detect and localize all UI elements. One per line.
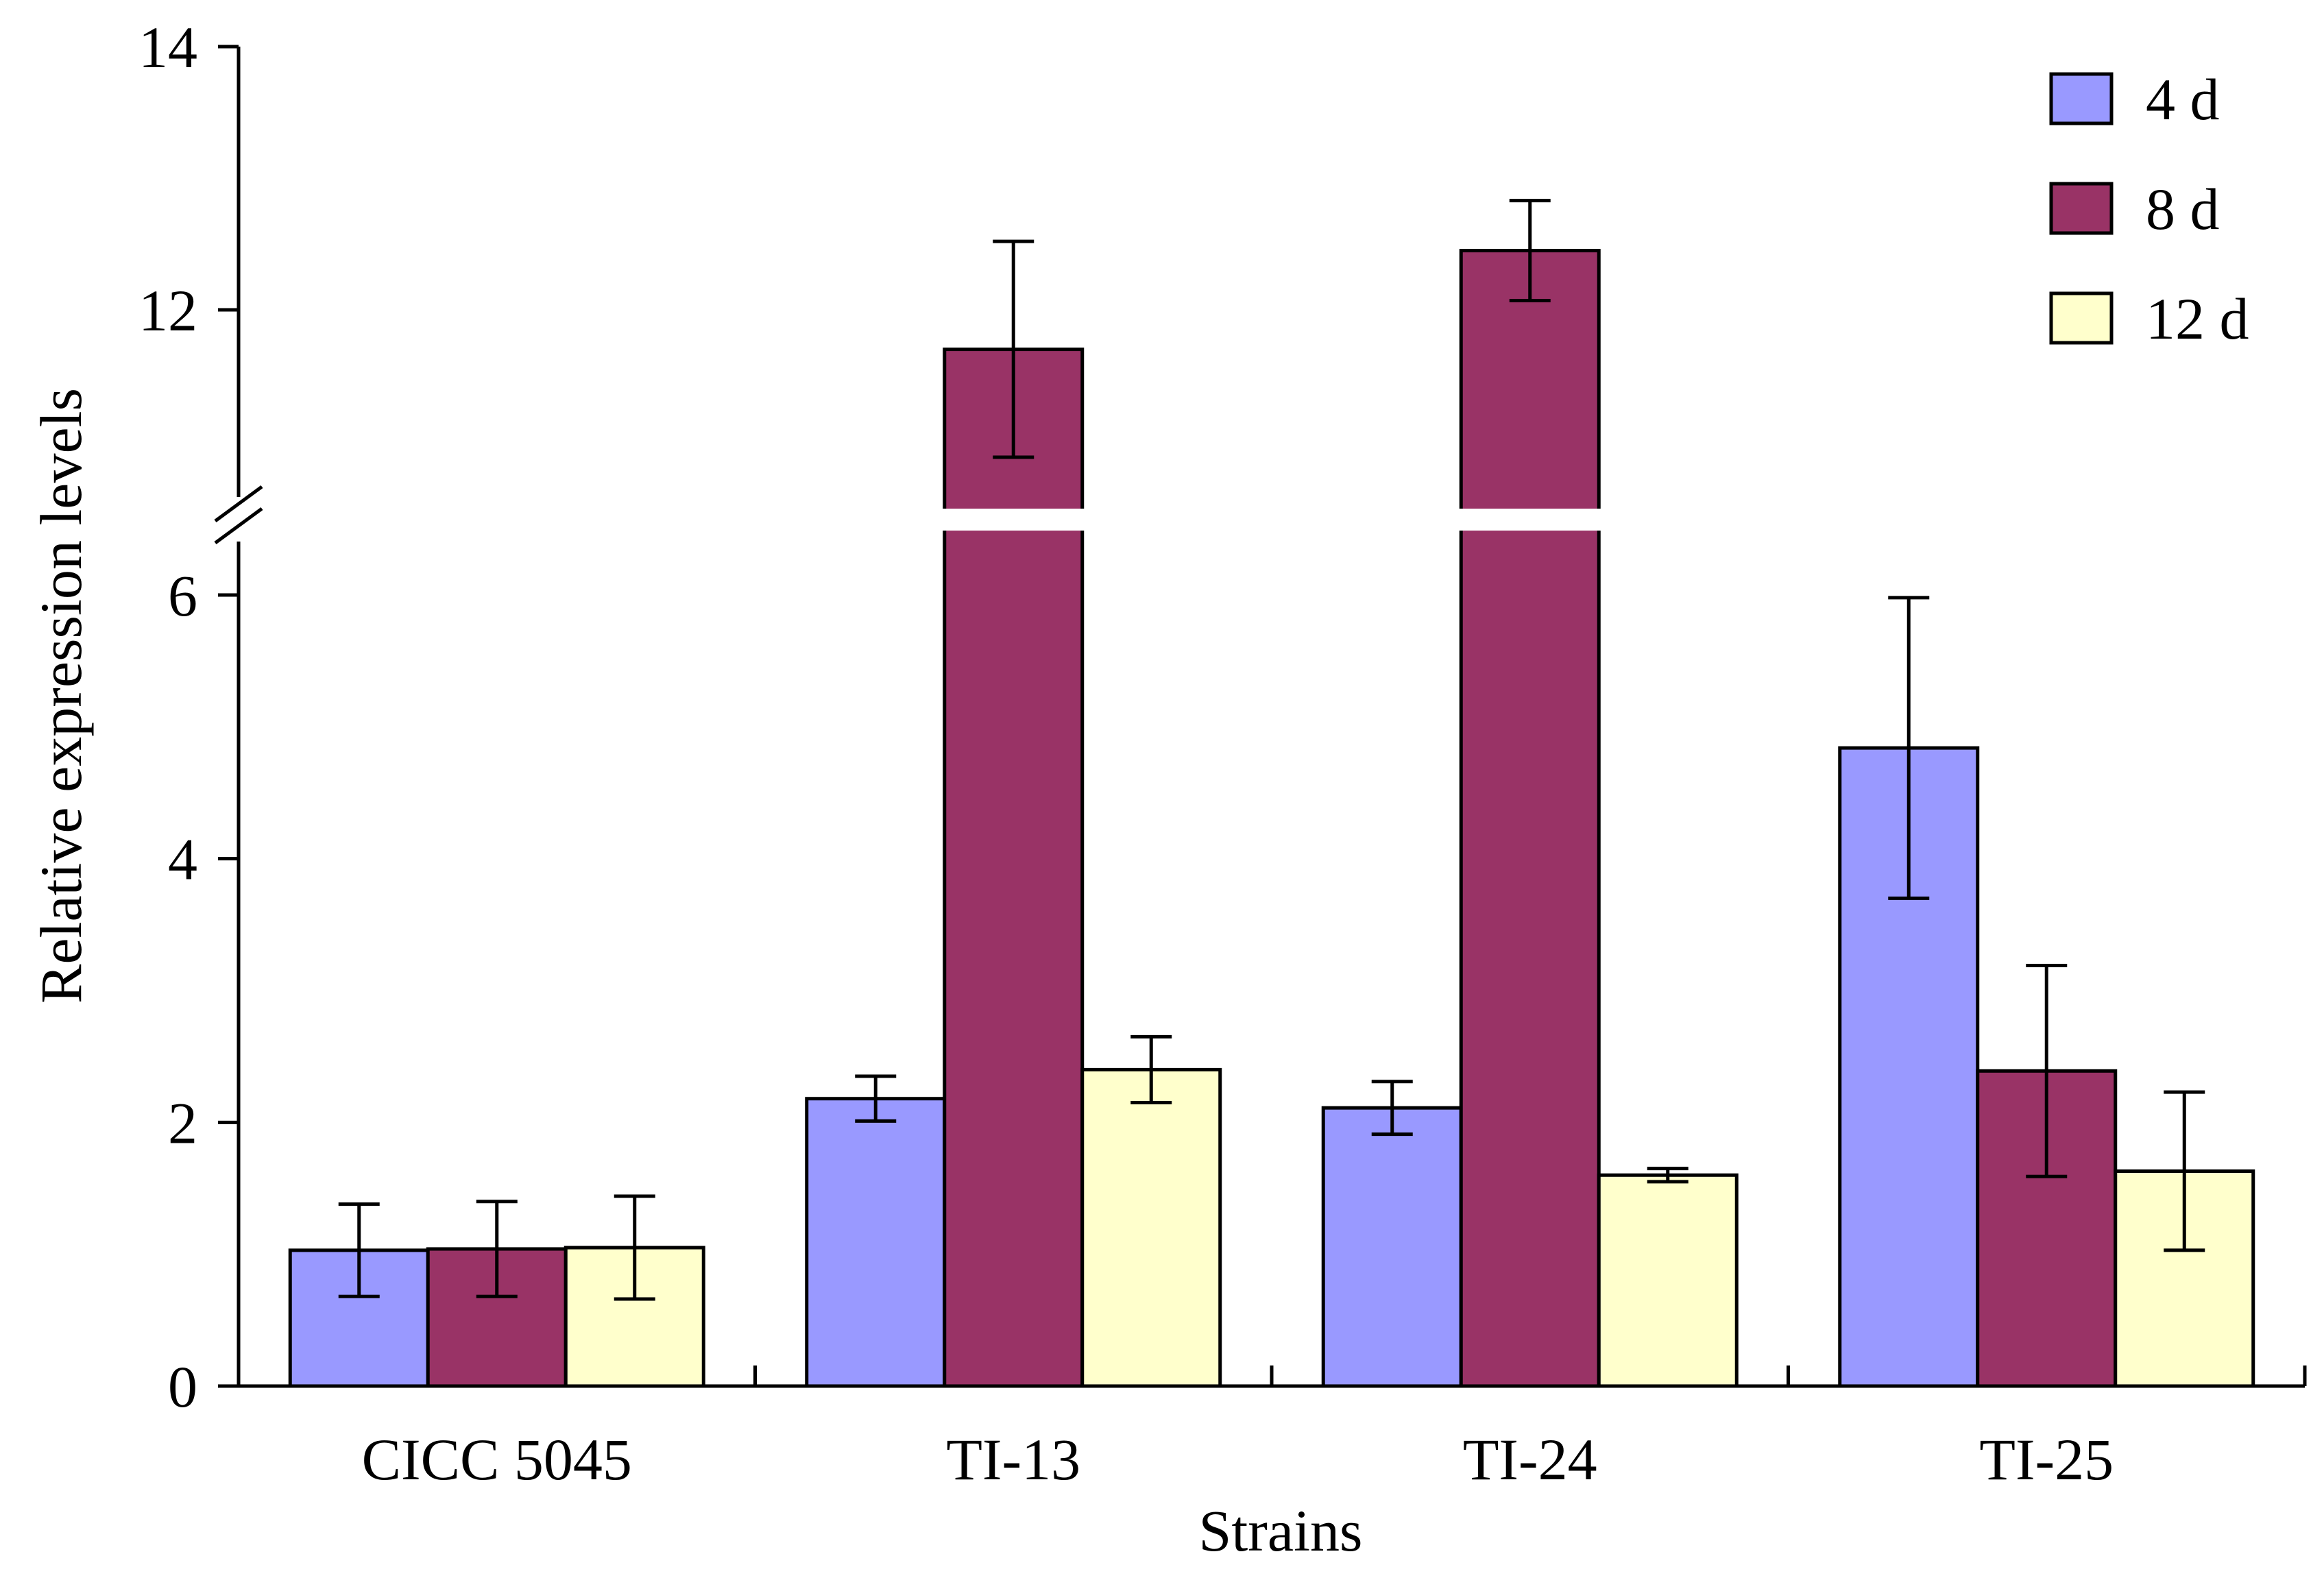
legend-swatch-4d <box>2049 72 2114 125</box>
bar-break-gap <box>941 509 1085 531</box>
bars-layer <box>288 249 2255 1388</box>
error-bar <box>476 1200 518 1298</box>
error-bar <box>1888 596 1930 900</box>
axis-break-mark <box>214 507 263 545</box>
y-tick-label: 12 <box>138 278 197 343</box>
legend-label: 8 d <box>2146 176 2220 242</box>
error-bar <box>1647 1167 1688 1184</box>
labels-layer: 0 2 4 6 12 14 CICC 5045 TI-13 TI-24 TI-25 <box>138 14 2114 1492</box>
error-bar <box>855 1074 897 1123</box>
error-bar <box>1371 1080 1413 1137</box>
axis-break-layer <box>941 509 1602 531</box>
y-tick-label: 4 <box>168 827 197 893</box>
legend-swatch-8d <box>2049 182 2114 235</box>
error-bar <box>2026 963 2068 1178</box>
error-bar <box>1130 1034 1172 1104</box>
legend: 4 d 8 d 12 d <box>2049 66 2249 352</box>
error-bar <box>614 1194 655 1301</box>
x-tick-label: TI-25 <box>1979 1427 2114 1492</box>
bar-ti-24-4d <box>1321 1106 1463 1388</box>
bar-ti-13-12d <box>1080 1067 1222 1388</box>
error-bar <box>338 1202 380 1298</box>
x-tick-label: TI-24 <box>1463 1427 1597 1492</box>
bar-ti-13-8d <box>943 348 1085 1388</box>
x-axis-title: Strains <box>1199 1498 1363 1564</box>
error-bar <box>2164 1090 2205 1252</box>
bar-ti-13-4d <box>805 1097 947 1388</box>
y-axis-title: Relative expression levels <box>28 388 94 1004</box>
error-bar <box>993 239 1034 459</box>
y-tick-label: 6 <box>168 563 197 629</box>
y-tick-label: 0 <box>168 1354 197 1420</box>
legend-label: 12 d <box>2146 286 2249 352</box>
legend-swatch-12d <box>2049 291 2114 345</box>
y-tick-label: 14 <box>138 14 197 80</box>
x-tick-label: CICC 5045 <box>362 1427 632 1492</box>
axes-layer <box>214 45 2307 1388</box>
error-bar <box>1509 199 1551 303</box>
bar-ti-24-12d <box>1597 1173 1739 1388</box>
y-tick-label: 2 <box>168 1090 197 1156</box>
x-tick-label: TI-13 <box>946 1427 1080 1492</box>
error-bars-layer <box>338 199 2205 1301</box>
bar-ti-24-8d <box>1459 249 1601 1388</box>
axis-break-mark <box>214 485 263 523</box>
legend-label: 4 d <box>2146 66 2220 132</box>
bar-break-gap <box>1458 509 1602 531</box>
